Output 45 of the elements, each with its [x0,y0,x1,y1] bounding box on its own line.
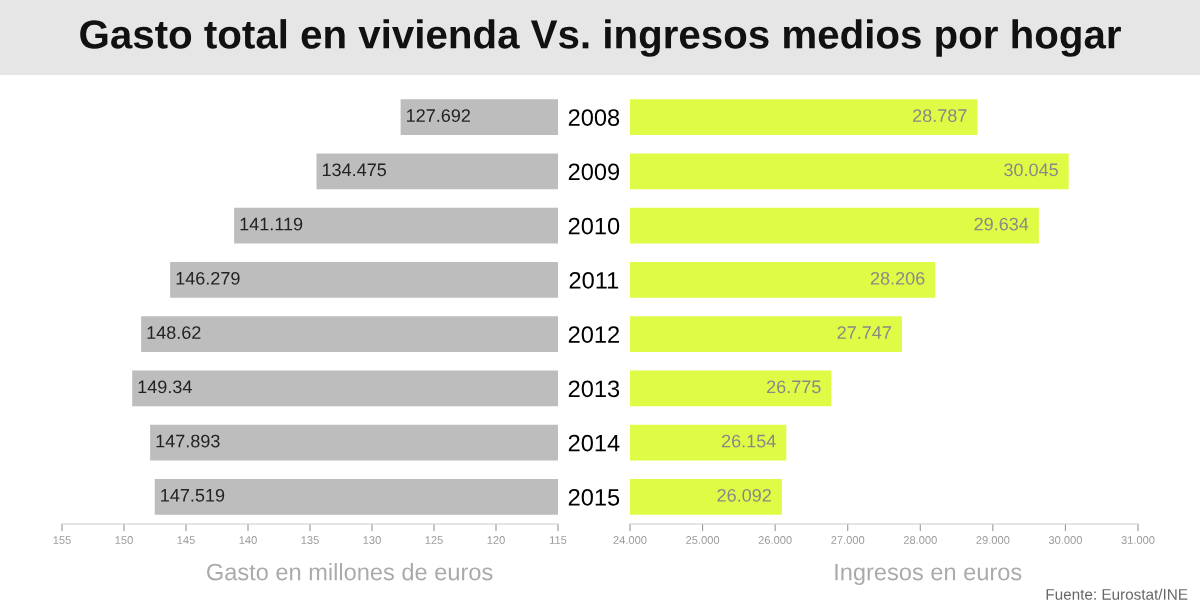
data-label: 30.045 [1004,163,1058,177]
y-tick-label: 2008 [568,109,620,126]
data-label: 149.34 [138,380,192,394]
data-label: 134.475 [322,163,387,177]
x-tick-label: 24.000 [613,536,647,544]
y-tick-label: 2009 [568,163,620,181]
data-label: 146.279 [176,271,240,285]
data-label: 147.893 [156,434,220,448]
y-tick-label: 2013 [568,380,620,398]
y-tick-label: 2015 [568,488,620,506]
x-tick-label: 140 [239,536,257,544]
data-label: 147.519 [161,488,225,502]
data-label: 141.119 [240,217,303,231]
x-tick-label: 28.000 [903,536,937,544]
y-tick-label: 2010 [568,217,620,235]
x-tick-label: 25.000 [686,536,720,544]
x-tick-label: 27.000 [831,536,865,544]
data-label: 26.775 [767,380,821,394]
x-tick-label: 29.000 [976,536,1010,544]
x-tick-label: 130 [363,536,381,544]
x-tick-label: 145 [177,536,195,544]
x-axis-title: Gasto en millones de euros [207,563,493,581]
x-tick-label: 30.000 [1048,536,1082,544]
data-label: 127.692 [407,109,470,122]
x-tick-label: 135 [301,536,319,544]
data-label: 26.092 [717,488,771,502]
x-tick-label: 31.000 [1121,536,1155,544]
y-tick-label: 2012 [568,326,619,343]
data-label: 28.787 [913,109,967,122]
data-label: 26.154 [721,434,776,448]
data-label: 28.206 [870,271,925,285]
x-axis-title: Ingresos en euros [835,563,1022,586]
y-tick-label: 2011 [569,271,619,289]
x-tick-label: 120 [487,536,505,544]
x-tick-label: 125 [425,536,443,544]
data-label: 148.62 [147,326,201,339]
y-tick-label: 2014 [568,434,620,452]
chart-title: Gasto total en vivienda Vs. ingresos medios por hogar [80,19,1121,57]
x-tick-label: 155 [53,536,71,544]
x-tick-label: 26.000 [758,536,792,544]
x-tick-label: 115 [549,536,567,544]
data-label: 29.634 [974,217,1029,231]
data-label: 27.747 [837,326,891,339]
source-note: Fuente: Eurostat/INE [1046,588,1188,600]
x-tick-label: 150 [115,536,133,544]
